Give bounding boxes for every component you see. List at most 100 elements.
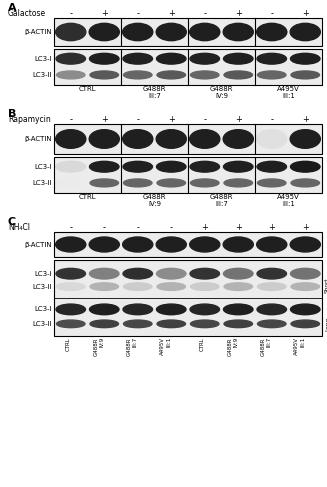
Text: CTRL: CTRL — [79, 86, 96, 92]
Ellipse shape — [258, 283, 286, 290]
Ellipse shape — [291, 71, 319, 79]
Text: A495V
III:1: A495V III:1 — [294, 337, 305, 355]
Ellipse shape — [190, 53, 219, 64]
Text: CTRL: CTRL — [200, 337, 205, 351]
Text: +: + — [168, 115, 175, 125]
Ellipse shape — [224, 283, 252, 290]
Text: -: - — [136, 224, 139, 232]
Text: Galactose: Galactose — [8, 10, 46, 19]
Text: +: + — [201, 224, 208, 232]
Ellipse shape — [157, 71, 185, 79]
Ellipse shape — [224, 320, 252, 328]
Bar — [54, 49, 322, 85]
Text: G488R
III:7: G488R III:7 — [127, 337, 138, 356]
Ellipse shape — [190, 130, 220, 149]
Text: +: + — [101, 115, 108, 125]
Text: G488R
IV:9: G488R IV:9 — [228, 337, 238, 356]
Text: β-ACTIN: β-ACTIN — [25, 29, 52, 35]
Ellipse shape — [56, 23, 86, 41]
Ellipse shape — [57, 320, 85, 328]
Ellipse shape — [258, 71, 286, 79]
Ellipse shape — [290, 268, 320, 279]
Ellipse shape — [124, 71, 152, 79]
Ellipse shape — [90, 71, 118, 79]
Ellipse shape — [56, 237, 86, 252]
Ellipse shape — [57, 71, 85, 79]
Ellipse shape — [57, 179, 85, 187]
Ellipse shape — [257, 304, 286, 315]
Text: -: - — [136, 115, 139, 125]
Text: G488R
III:7: G488R III:7 — [143, 86, 166, 99]
Ellipse shape — [90, 320, 118, 328]
Ellipse shape — [123, 161, 152, 172]
Ellipse shape — [291, 283, 319, 290]
Ellipse shape — [156, 237, 186, 252]
Text: +: + — [101, 10, 108, 19]
Ellipse shape — [290, 161, 320, 172]
Ellipse shape — [190, 23, 220, 41]
Text: G488R
III:7: G488R III:7 — [261, 337, 272, 356]
Bar — [54, 124, 322, 154]
Ellipse shape — [157, 320, 185, 328]
Text: -: - — [69, 115, 72, 125]
Text: LC3-II: LC3-II — [32, 72, 52, 78]
Ellipse shape — [56, 268, 85, 279]
Ellipse shape — [57, 283, 85, 290]
Ellipse shape — [290, 53, 320, 64]
Ellipse shape — [157, 268, 186, 279]
Text: C: C — [8, 217, 16, 227]
Ellipse shape — [290, 237, 320, 252]
Ellipse shape — [257, 130, 287, 149]
Text: LC3-II: LC3-II — [32, 321, 52, 327]
Text: A: A — [8, 3, 17, 13]
Ellipse shape — [89, 237, 119, 252]
Ellipse shape — [190, 304, 219, 315]
Ellipse shape — [90, 179, 118, 187]
Bar — [54, 18, 322, 46]
Bar — [54, 232, 322, 257]
Text: CTRL: CTRL — [79, 194, 96, 200]
Text: +: + — [235, 115, 242, 125]
Text: LC3-I: LC3-I — [34, 56, 52, 62]
Ellipse shape — [224, 304, 253, 315]
Ellipse shape — [291, 320, 319, 328]
Text: +: + — [302, 10, 309, 19]
Text: LC3-II: LC3-II — [32, 180, 52, 186]
Text: +: + — [302, 115, 309, 125]
Ellipse shape — [56, 130, 86, 149]
Text: +: + — [302, 224, 309, 232]
Bar — [54, 232, 322, 257]
Ellipse shape — [191, 179, 219, 187]
Text: -: - — [203, 10, 206, 19]
Text: -: - — [270, 115, 273, 125]
Text: -: - — [203, 115, 206, 125]
Ellipse shape — [157, 53, 186, 64]
Bar — [54, 260, 322, 336]
Text: LC3-I: LC3-I — [34, 164, 52, 170]
Ellipse shape — [157, 161, 186, 172]
Ellipse shape — [123, 23, 153, 41]
Text: +: + — [235, 10, 242, 19]
Ellipse shape — [257, 161, 286, 172]
Text: G488R
III:7: G488R III:7 — [210, 194, 233, 207]
Ellipse shape — [89, 23, 119, 41]
Bar — [54, 157, 322, 193]
Ellipse shape — [190, 268, 219, 279]
Ellipse shape — [56, 53, 85, 64]
Ellipse shape — [124, 283, 152, 290]
Text: -: - — [270, 10, 273, 19]
Ellipse shape — [257, 23, 287, 41]
Text: -: - — [170, 224, 173, 232]
Ellipse shape — [223, 130, 253, 149]
Text: +: + — [168, 10, 175, 19]
Ellipse shape — [157, 283, 185, 290]
Bar — [54, 260, 322, 336]
Bar — [54, 157, 322, 193]
Ellipse shape — [191, 71, 219, 79]
Ellipse shape — [124, 320, 152, 328]
Text: A495V
III:1: A495V III:1 — [277, 86, 300, 99]
Ellipse shape — [223, 237, 253, 252]
Ellipse shape — [257, 237, 287, 252]
Text: A495V
III:1: A495V III:1 — [161, 337, 171, 355]
Ellipse shape — [291, 179, 319, 187]
